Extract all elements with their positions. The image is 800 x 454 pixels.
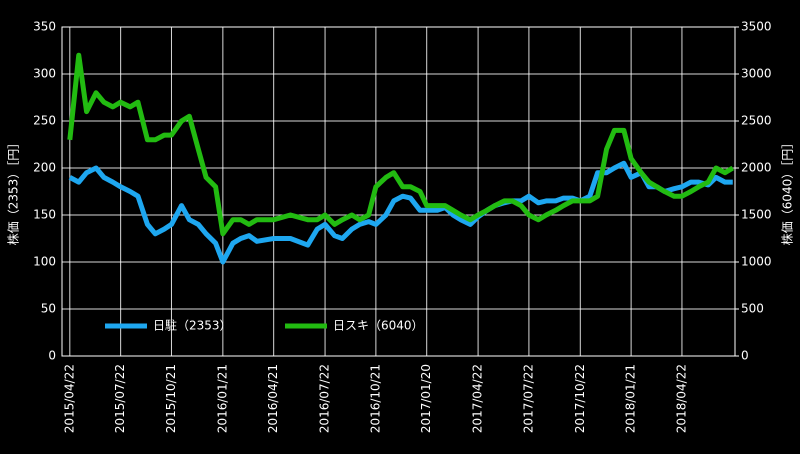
x-tick-label: 2018/04/22 (674, 364, 688, 433)
x-tick-label: 2016/10/21 (368, 364, 382, 433)
legend-label: 日スキ（6040） (333, 319, 424, 333)
x-tick-label: 2017/10/22 (573, 364, 587, 433)
y2-tick-label: 2000 (741, 161, 772, 175)
x-tick-label: 2018/01/21 (624, 364, 638, 433)
y-tick-label: 100 (33, 255, 56, 269)
x-tick-label: 2017/07/22 (521, 364, 535, 433)
series-line (67, 52, 735, 237)
y-axis-label: 株価（2353）［円］ (6, 137, 21, 246)
x-tick-label: 2016/04/21 (266, 364, 280, 433)
x-tick-label: 2017/01/20 (419, 364, 433, 433)
y2-axis-label: 株価（6040）［円］ (780, 137, 795, 246)
y2-tick-label: 1500 (741, 208, 772, 222)
plot-frame (61, 26, 736, 357)
y2-tick-label: 1000 (741, 255, 772, 269)
series-line (68, 160, 733, 265)
y-tick-label: 350 (33, 20, 56, 34)
y-tick-label: 50 (41, 302, 56, 316)
y2-tick-label: 0 (741, 349, 749, 363)
x-tick-label: 2015/07/22 (113, 364, 127, 433)
y2-tick-label: 3000 (741, 67, 772, 81)
y-tick-label: 200 (33, 161, 56, 175)
y-tick-label: 300 (33, 67, 56, 81)
x-tick-label: 2017/04/22 (471, 364, 485, 433)
y2-tick-label: 2500 (741, 114, 772, 128)
x-tick-label: 2015/10/21 (164, 364, 178, 433)
y-tick-label: 150 (33, 208, 56, 222)
x-tick-label: 2015/04/22 (62, 364, 76, 433)
x-tick-label: 2016/01/21 (215, 364, 229, 433)
y2-tick-label: 3500 (741, 20, 772, 34)
y-tick-label: 250 (33, 114, 56, 128)
y-tick-label: 0 (48, 349, 56, 363)
legend-label: 日駐（2353） (153, 318, 232, 333)
x-tick-label: 2016/07/22 (318, 364, 332, 433)
y2-tick-label: 500 (741, 302, 764, 316)
